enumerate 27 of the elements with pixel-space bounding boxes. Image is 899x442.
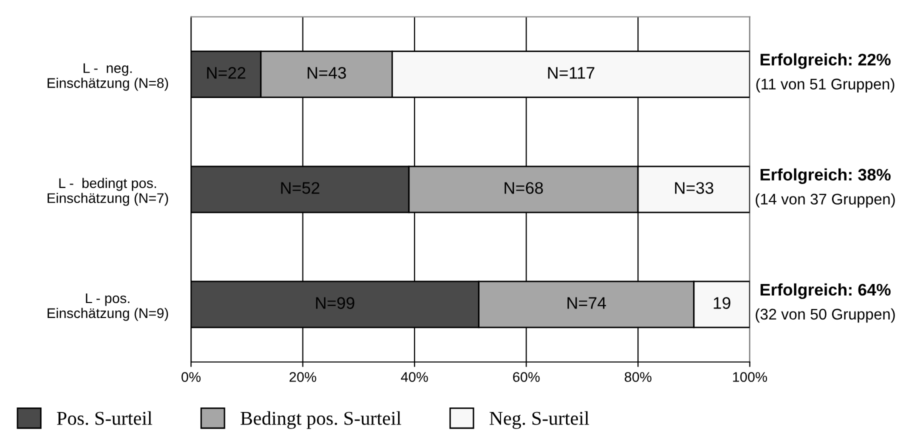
x-tick-label: 100% xyxy=(733,372,768,382)
text: Erfolgreich: 38% xyxy=(760,168,891,184)
annotation: N=43 xyxy=(308,67,346,79)
x-tick-label: 0% xyxy=(182,372,201,382)
text: Erfolgreich: 22% xyxy=(760,53,891,69)
x-tick-label: 20% xyxy=(290,372,316,382)
annotation: 19 xyxy=(714,297,730,309)
y-tick-label: L - neg. Einschätzung (N=8) xyxy=(48,63,168,91)
annotation: N=68 xyxy=(504,182,543,194)
y-tick-label: L - bedingt pos. Einschätzung (N=7) xyxy=(48,178,168,206)
x-tick-label: 60% xyxy=(513,372,540,382)
legend-label: Pos. S-urteil xyxy=(56,411,152,425)
annotation: N=74 xyxy=(568,297,606,309)
annotation: N=99 xyxy=(316,297,354,309)
x-tick-label: 40% xyxy=(400,372,428,382)
legend-label: Neg. S-urteil xyxy=(490,411,590,429)
text: (11 von 51 Gruppen) xyxy=(756,78,894,92)
legend-label: Bedingt pos. S-urteil xyxy=(240,411,402,429)
annotation: N=22 xyxy=(207,67,246,79)
text: (14 von 37 Gruppen) xyxy=(756,193,895,208)
x-tick-label: 80% xyxy=(624,372,652,382)
text: (32 von 50 Gruppen) xyxy=(756,308,895,323)
annotation: N=52 xyxy=(281,182,320,194)
text: Erfolgreich: 64% xyxy=(760,283,891,300)
annotation: N=33 xyxy=(675,182,714,194)
annotation: N=117 xyxy=(548,67,594,79)
y-tick-label: L - pos. Einschätzung (N=9) xyxy=(48,293,168,321)
